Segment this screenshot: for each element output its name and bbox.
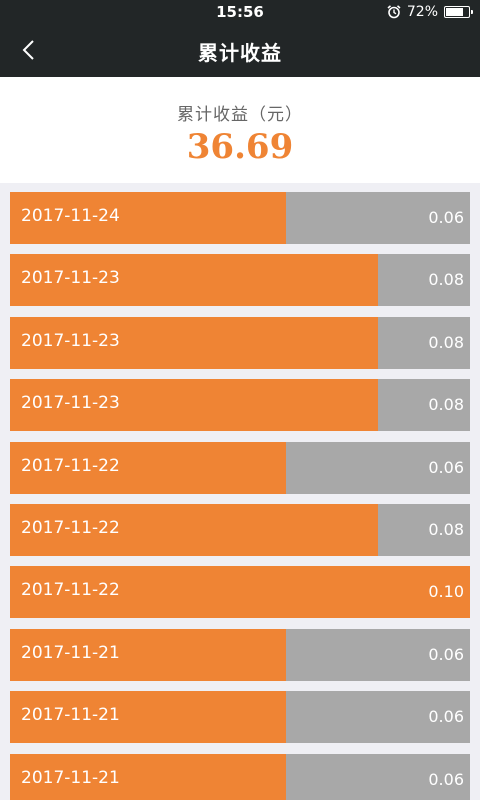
- row-value: 0.08: [428, 519, 464, 539]
- back-button[interactable]: [14, 36, 42, 64]
- earnings-bar: [10, 254, 378, 307]
- row-value: 0.06: [428, 208, 464, 227]
- earnings-bar: [10, 566, 470, 619]
- row-value: 0.08: [428, 395, 464, 415]
- earnings-bar: [10, 628, 286, 681]
- list-item: 2017-11-22 0.08: [10, 503, 470, 556]
- battery-fill: [446, 8, 464, 16]
- summary-panel: 累计收益（元） 36.69: [0, 77, 480, 183]
- earnings-bar: [10, 691, 286, 744]
- summary-label: 累计收益（元）: [177, 105, 303, 125]
- list-item: 2017-11-23 0.08: [10, 316, 470, 369]
- alarm-clock-icon: [387, 5, 401, 19]
- row-date: 2017-11-23: [21, 268, 120, 289]
- row-date: 2017-11-22: [21, 455, 120, 476]
- battery-icon: [444, 6, 473, 18]
- row-date: 2017-11-23: [21, 330, 120, 351]
- row-value: 0.06: [428, 457, 464, 477]
- row-value: 0.08: [428, 270, 464, 290]
- row-value: 0.06: [428, 769, 464, 789]
- earnings-bar: [10, 316, 378, 369]
- list-item: 2017-11-23 0.08: [10, 379, 470, 432]
- list-item: 2017-11-23 0.08: [10, 254, 470, 307]
- list-item: 2017-11-21 0.06: [10, 753, 470, 800]
- earnings-bar: [10, 503, 378, 556]
- row-date: 2017-11-22: [21, 517, 120, 538]
- list-item: 2017-11-22 0.06: [10, 441, 470, 494]
- status-time: 15:56: [216, 3, 264, 21]
- earnings-list: 2017-11-24 0.06 2017-11-23 0.08 2017-11-23 0.…: [10, 192, 470, 800]
- row-value: 0.08: [428, 332, 464, 352]
- row-date: 2017-11-22: [21, 580, 120, 601]
- battery-percent: 72%: [406, 4, 438, 20]
- list-item: 2017-11-21 0.06: [10, 628, 470, 681]
- row-date: 2017-11-21: [21, 705, 120, 726]
- summary-amount: 36.69: [186, 127, 294, 167]
- row-date: 2017-11-24: [21, 206, 120, 226]
- row-date: 2017-11-23: [21, 393, 120, 414]
- chevron-left-icon: [22, 40, 34, 60]
- status-bar: 15:56 72%: [0, 0, 480, 24]
- list-item: 2017-11-24 0.06: [10, 192, 470, 244]
- nav-bar: 累计收益: [0, 24, 480, 77]
- row-value: 0.10: [428, 582, 464, 602]
- earnings-bar: [10, 753, 286, 800]
- row-value: 0.06: [428, 707, 464, 727]
- row-date: 2017-11-21: [21, 642, 120, 663]
- list-item: 2017-11-21 0.06: [10, 691, 470, 744]
- earnings-bar: [10, 192, 286, 244]
- row-date: 2017-11-21: [21, 767, 120, 788]
- earnings-bar: [10, 379, 378, 432]
- list-item: 2017-11-22 0.10: [10, 566, 470, 619]
- status-right: 72%: [387, 4, 473, 20]
- earnings-bar: [10, 441, 286, 494]
- row-value: 0.06: [428, 644, 464, 664]
- page-title: 累计收益: [198, 41, 282, 65]
